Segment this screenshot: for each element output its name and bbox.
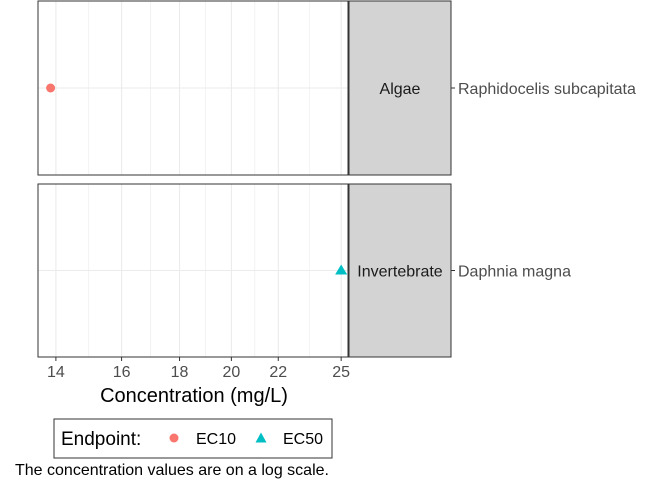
panel-border [37, 183, 349, 358]
legend-ec10-label: EC10 [196, 431, 236, 448]
x-tick-label: 20 [222, 364, 240, 381]
caption: The concentration values are on a log sc… [15, 462, 329, 479]
y-tick-label: Raphidocelis subcapitata [458, 81, 636, 98]
legend-ec10-symbol [169, 433, 179, 443]
x-tick-label: 16 [113, 364, 131, 381]
facet-strip [348, 0, 452, 176]
legend: Endpoint: EC10 EC50 [53, 418, 333, 459]
data-points [46, 83, 348, 275]
data-point-ec50 [335, 264, 348, 275]
x-axis: 14 16 18 20 22 25 [47, 357, 350, 381]
x-tick-label: 25 [332, 364, 350, 381]
x-axis-title: Concentration (mg/L) [100, 385, 288, 407]
legend-ec50-symbol [255, 432, 267, 443]
x-tick-label: 14 [47, 364, 65, 381]
legend-box [53, 418, 333, 459]
facet-panels: Algae Raphidocelis subcapitata Invertebrat… [37, 0, 636, 358]
panel-border [37, 0, 349, 176]
facet-strip-label: Algae [380, 81, 421, 98]
facet-strip [348, 183, 452, 358]
y-tick-label: Daphnia magna [458, 264, 571, 281]
x-tick-label: 18 [171, 364, 189, 381]
legend-ec50-label: EC50 [283, 431, 323, 448]
data-point-ec10 [46, 83, 56, 93]
x-tick-label: 22 [269, 364, 287, 381]
legend-title: Endpoint: [61, 429, 141, 450]
facet-strip-label: Invertebrate [357, 264, 442, 281]
